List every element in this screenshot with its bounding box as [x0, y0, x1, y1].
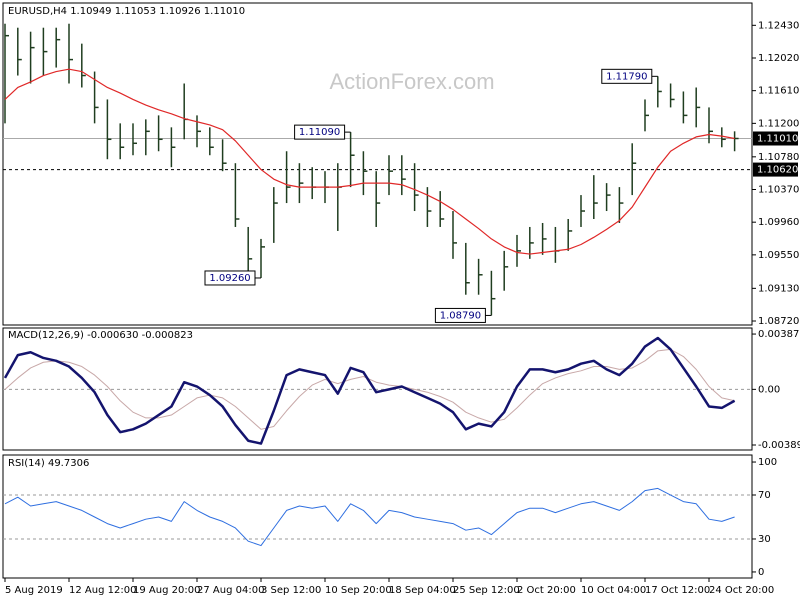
x-tick-label: 12 Aug 12:00: [69, 585, 136, 596]
annotation-box: [294, 124, 346, 140]
x-tick-label: 18 Sep 04:00: [389, 585, 456, 596]
y-tick-label: 1.09550: [758, 250, 799, 261]
macd-title: MACD(12,26,9) -0.000630 -0.000823: [8, 330, 193, 341]
moving-average: [4, 68, 735, 255]
y-tick-label: 1.11610: [758, 86, 799, 97]
y-tick-label: 100: [758, 457, 777, 468]
y-tick-label: 0.003876: [758, 329, 800, 340]
y-tick-label: 1.08720: [758, 316, 799, 327]
y-tick-label: 1.09960: [758, 217, 799, 228]
signal-line: [4, 348, 735, 430]
chart-title: EURUSD,H4 1.10949 1.11053 1.10926 1.1101…: [8, 6, 245, 17]
rsi-panel: [2, 454, 753, 579]
x-tick-label: 17 Oct 12:00: [645, 585, 710, 596]
y-tick-label: 0.00: [758, 384, 780, 395]
y-tick-label: 30: [758, 534, 771, 545]
rsi-title: RSI(14) 49.7306: [8, 458, 89, 469]
y-tick-label: 1.10780: [758, 152, 799, 163]
rsi-line: [4, 487, 735, 547]
y-tick-label: 1.10370: [758, 185, 799, 196]
annotation-box: [434, 307, 486, 323]
x-tick-label: 27 Aug 04:00: [197, 585, 264, 596]
price-tag-label: 1.10620: [757, 165, 798, 176]
x-tick-label: 24 Oct 20:00: [709, 585, 774, 596]
annotation-label: 1.11090: [299, 127, 340, 138]
annotation-box: [601, 68, 653, 84]
price-tag: [753, 131, 798, 146]
price-tag-label: 1.11010: [757, 133, 798, 144]
x-tick-label: 19 Aug 20:00: [133, 585, 200, 596]
macd-line: [3, 336, 736, 445]
annotation-label: 1.09260: [209, 273, 250, 284]
annotation-label: 1.08790: [440, 310, 481, 321]
y-tick-label: 1.12430: [758, 20, 799, 31]
x-tick-label: 25 Sep 12:00: [453, 585, 520, 596]
price-tag: [753, 162, 798, 177]
y-tick-label: 1.11200: [758, 118, 799, 129]
x-tick-label: 10 Sep 20:00: [325, 585, 392, 596]
x-tick-label: 5 Aug 2019: [5, 585, 63, 596]
y-tick-label: 1.09130: [758, 283, 799, 294]
x-tick-label: 3 Sep 12:00: [261, 585, 321, 596]
price-panel: [2, 2, 753, 326]
annotation-label: 1.11790: [606, 71, 647, 82]
y-tick-label: 1.12020: [758, 53, 799, 64]
annotation-box: [204, 270, 256, 286]
y-tick-label: 70: [758, 490, 771, 501]
x-tick-label: 10 Oct 04:00: [581, 585, 646, 596]
y-tick-label: 0: [758, 567, 764, 578]
x-tick-label: 2 Oct 20:00: [517, 585, 576, 596]
watermark: ActionForex.com: [329, 69, 494, 94]
y-tick-label: -0.003899: [758, 440, 800, 451]
